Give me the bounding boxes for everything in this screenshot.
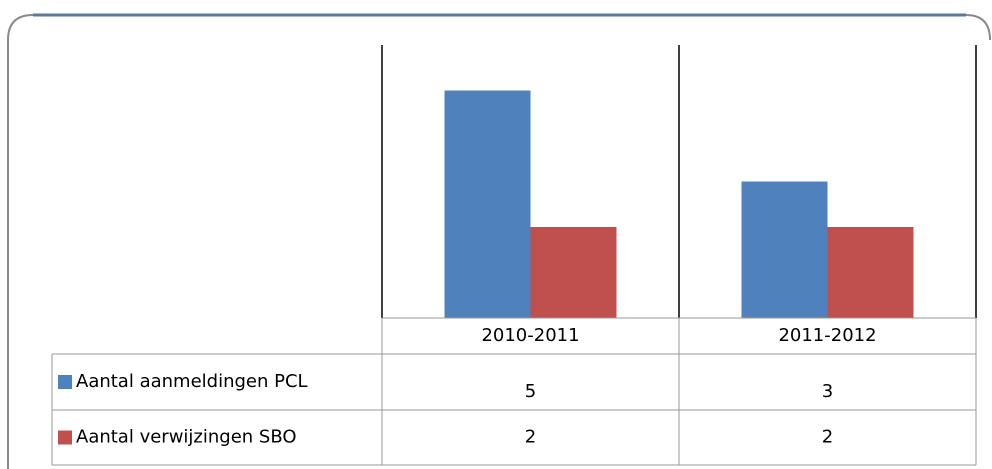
- table-value: 2: [822, 427, 833, 448]
- legend-label: Aantal aanmeldingen PCL: [76, 371, 308, 392]
- bar: [444, 90, 531, 318]
- table-value: 3: [822, 381, 833, 402]
- table-value: 2: [525, 427, 536, 448]
- legend-key: [58, 375, 72, 389]
- bar: [741, 181, 828, 318]
- x-tick-label: 2010-2011: [481, 325, 579, 346]
- legend-key: [58, 430, 72, 445]
- x-tick-label: 2011-2012: [778, 325, 876, 346]
- legend-label: Aantal verwijzingen SBO: [76, 427, 297, 448]
- bar: [530, 227, 617, 318]
- bar: [827, 227, 914, 318]
- table-value: 5: [525, 381, 536, 402]
